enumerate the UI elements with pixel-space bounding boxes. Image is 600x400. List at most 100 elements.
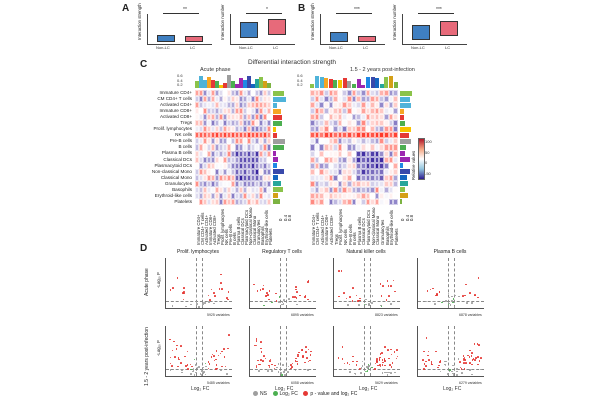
volcano-x-label: Log₂ FC <box>191 386 210 392</box>
heatmap-cell <box>384 102 389 109</box>
volcano-point <box>180 345 182 347</box>
heatmap-cell <box>215 102 219 109</box>
heatmap-cell <box>360 108 366 115</box>
heatmap-cell <box>243 108 247 115</box>
heatmap-cell <box>239 114 243 121</box>
heatmap-cell <box>342 162 348 169</box>
volcano-x-label: Log₂ FC <box>443 386 462 392</box>
top-bar <box>370 76 375 88</box>
volcano-col-title: Prolif. lymphocytes <box>177 249 219 255</box>
heatmap-cell <box>267 114 271 121</box>
heatmap-cell <box>195 126 199 133</box>
volcano-point <box>307 360 310 363</box>
heatmap-cell <box>347 192 352 199</box>
box-lc <box>268 19 286 35</box>
heatmap-cell <box>379 126 385 133</box>
heatmap-cell <box>356 168 361 175</box>
volcano-footer: 8823 variables <box>375 313 398 317</box>
heatmap-cell <box>251 96 255 103</box>
volcano-point <box>387 285 390 287</box>
heatmap-cell <box>328 174 334 181</box>
threshold-line <box>286 326 288 376</box>
volcano-point <box>290 364 292 366</box>
top-bar <box>310 83 315 88</box>
heatmap-cell <box>223 138 227 145</box>
volcano-point <box>223 356 226 358</box>
volcano-footer: 5629 variables <box>375 381 398 385</box>
heatmap-cell <box>239 138 243 145</box>
volcano-point <box>463 362 465 365</box>
volcano-point <box>376 359 379 362</box>
volcano-point <box>192 369 195 371</box>
heatmap-cell <box>314 126 320 133</box>
heatmap-cell <box>356 132 361 139</box>
threshold-line <box>334 300 400 302</box>
heatmap-cell <box>333 192 338 199</box>
heatmap-cell <box>374 132 380 139</box>
volcano-point <box>190 373 192 375</box>
heatmap-cell <box>360 180 366 187</box>
volcano-point <box>351 360 354 363</box>
heatmap-cell <box>323 168 329 175</box>
heatmap-cell <box>365 132 371 139</box>
volcano-point <box>367 363 370 366</box>
heatmap-cell <box>388 126 394 133</box>
volcano-point <box>343 292 345 294</box>
heatmap-cell <box>342 168 348 175</box>
heatmap-cell <box>388 198 394 205</box>
panel-a-plot-1: Interaction strength ** Non-LC LC <box>135 3 215 50</box>
heatmap-cell <box>393 174 398 181</box>
heatmap-cell <box>370 174 375 181</box>
significance-marker: * <box>266 7 268 13</box>
heatmap-cell <box>235 156 239 163</box>
side-bar <box>273 96 286 102</box>
volcano-point <box>356 360 358 363</box>
volcano-point <box>268 366 271 369</box>
heatmap-cell <box>393 156 398 163</box>
side-bar <box>400 157 410 163</box>
volcano-point <box>371 302 374 304</box>
x-label-lc: LC <box>445 45 451 50</box>
heatmap-cell <box>207 138 211 145</box>
heatmap-cell <box>337 162 343 169</box>
tick: 0.2 <box>297 82 303 87</box>
volcano-point <box>291 365 293 368</box>
heatmap-cell <box>370 96 375 103</box>
volcano-point <box>268 298 270 301</box>
volcano-point <box>295 357 297 360</box>
heatmap-cell <box>211 144 215 151</box>
volcano-point <box>391 362 394 364</box>
heatmap-cell <box>267 192 271 199</box>
volcano-point <box>345 297 348 300</box>
volcano-point <box>204 373 207 376</box>
heatmap-cell <box>247 198 251 205</box>
volcano-point <box>365 303 367 306</box>
volcano-point <box>434 303 436 305</box>
heatmap-cell <box>351 162 357 169</box>
heatmap-cell <box>211 174 215 181</box>
heatmap-cell <box>356 180 361 187</box>
volcano-point <box>257 369 260 372</box>
heatmap-cell <box>243 114 247 121</box>
volcano-point <box>462 295 464 297</box>
volcano-point <box>358 304 360 306</box>
heatmap-cell <box>195 108 199 115</box>
y-axis-label: Interaction number <box>220 4 225 40</box>
heatmap-cell <box>263 150 267 157</box>
threshold-line <box>370 258 372 308</box>
heatmap-cell <box>211 162 215 169</box>
heatmap-cell <box>203 150 207 157</box>
heatmap-cell <box>195 96 199 103</box>
heatmap-cell <box>239 126 243 133</box>
volcano-point <box>176 277 179 280</box>
heatmap-cell <box>211 120 215 127</box>
volcano-point <box>379 356 381 359</box>
volcano-point <box>282 303 285 305</box>
heatmap-cell <box>263 96 267 103</box>
heatmap-cell <box>319 90 324 97</box>
heatmap-cell <box>365 96 371 103</box>
volcano-point <box>428 359 431 361</box>
heatmap-cell <box>333 114 338 121</box>
heatmap-cell <box>347 168 352 175</box>
heatmap-cell <box>227 150 231 157</box>
